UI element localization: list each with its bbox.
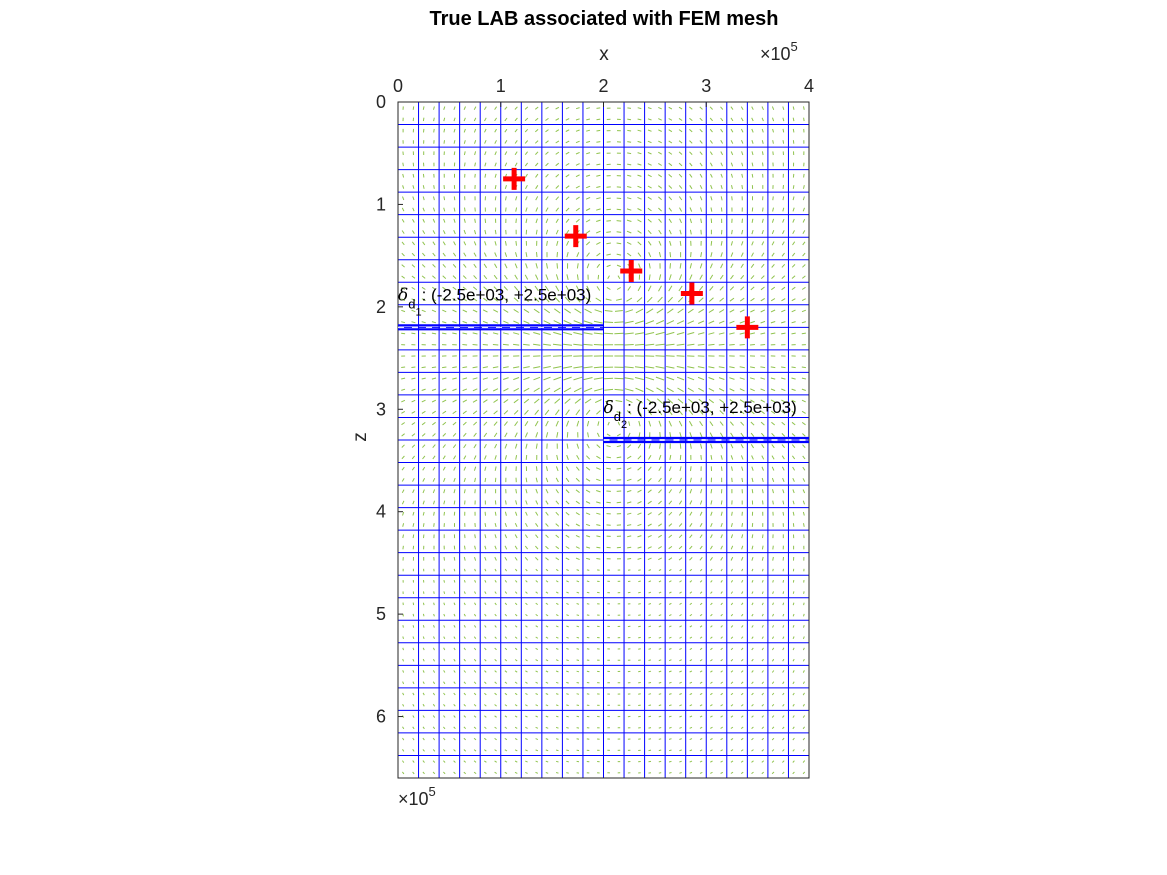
z-axis-exponent: ×105	[398, 784, 436, 809]
vector-field	[401, 106, 807, 775]
z-tick-label: 6	[376, 707, 386, 727]
station-marker	[564, 225, 587, 248]
x-tick-label: 0	[393, 76, 403, 96]
x-tick-label: 4	[804, 76, 814, 96]
chart-title: True LAB associated with FEM mesh	[430, 8, 779, 30]
station-marker	[503, 167, 526, 190]
z-tick-label: 0	[376, 92, 386, 112]
vector-arrows	[401, 106, 807, 775]
z-tick-label: 1	[376, 194, 386, 214]
axes: 0 1 2 3 4 0 1 2 3 4 5 6	[376, 76, 814, 779]
z-axis-label: z	[350, 432, 371, 442]
station-marker	[736, 316, 759, 339]
x-tick-label: 1	[496, 76, 506, 96]
z-tick-label: 5	[376, 604, 386, 624]
x-tick-label: 3	[701, 76, 711, 96]
z-tick-label: 4	[376, 502, 386, 522]
stations	[503, 167, 759, 339]
z-tick-label: 3	[376, 399, 386, 419]
station-marker	[680, 282, 703, 305]
x-axis-label: x	[599, 44, 609, 65]
x-tick-label: 2	[598, 76, 608, 96]
station-marker	[620, 260, 643, 282]
fault-annotation: δd2: (-2.5e+03, +2.5e+03)	[604, 398, 797, 431]
z-tick-label: 2	[376, 297, 386, 317]
faults: δd1: (-2.5e+03, +2.5e+03) δd2: (-2.5e+03,…	[398, 285, 809, 444]
fault-annotation: δd1: (-2.5e+03, +2.5e+03)	[398, 285, 591, 318]
x-axis-exponent: ×105	[760, 39, 798, 64]
